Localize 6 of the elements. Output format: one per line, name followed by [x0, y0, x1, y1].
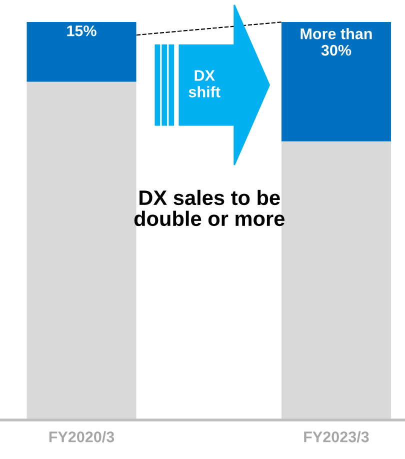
x-tick-label: FY2020/3 — [49, 431, 114, 442]
annotation: DX shift — [188, 70, 220, 98]
data-label: More than 30% — [300, 28, 372, 56]
annotation: DX sales to be double or more — [134, 190, 284, 226]
x-tick-label: FY2023/3 — [304, 431, 369, 442]
data-label: 15% — [67, 25, 96, 36]
